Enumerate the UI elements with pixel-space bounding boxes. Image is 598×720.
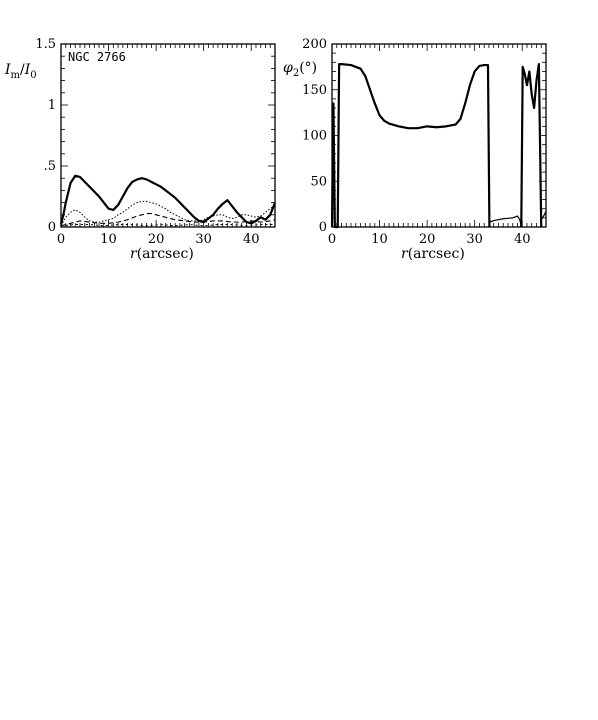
right-xtick-label: 20: [419, 232, 436, 247]
left-xtick-label: 10: [100, 232, 117, 247]
right-xtick-label: 0: [328, 232, 336, 247]
right-ytick-label: 200: [302, 37, 327, 52]
right-ytick-label: 150: [302, 83, 327, 98]
right-series-line-0: [330, 63, 491, 229]
left-plot-frame: [60, 43, 276, 228]
right-xtick-label: 40: [514, 232, 531, 247]
left-series: [59, 174, 277, 227]
right-ytick-label: 0: [319, 220, 327, 235]
right-ytick-label: 50: [310, 174, 327, 189]
left-series-line-1: [60, 200, 276, 227]
left-xtick-label: 30: [195, 232, 212, 247]
left-xtick-label: 20: [148, 232, 165, 247]
left-panel-amplitude: 0 10 20 30 40 0 .5 1 1.5 NGC 2766 Im/I0 r(arcsec…: [4, 37, 277, 262]
left-xtick-label: 40: [243, 232, 260, 247]
figure: 0 10 20 30 40 0 .5 1 1.5 NGC 2766 Im/I0 r(arcsec…: [4, 37, 547, 262]
right-ylabel: φ2(°): [283, 60, 317, 79]
left-ticks: [60, 43, 276, 228]
left-xlabel: r(arcsec): [130, 246, 194, 262]
left-ylabel: Im/I0: [4, 62, 37, 81]
right-xtick-label: 10: [371, 232, 388, 247]
right-ytick-label: 100: [302, 129, 327, 144]
left-annotation: NGC 2766: [68, 50, 126, 64]
right-plot-frame: [331, 43, 547, 228]
right-series-line-2: [520, 63, 543, 228]
right-xtick-label: 30: [466, 232, 483, 247]
right-series: [330, 63, 547, 229]
right-xlabel: r(arcsec): [401, 246, 465, 262]
left-series-line-0: [59, 174, 277, 225]
right-panel-phase: 0 10 20 30 40 0 50 100 150 200 φ2(°) r(arcsec): [283, 37, 547, 262]
right-ticks: [331, 43, 547, 228]
left-tick-labels: 0 10 20 30 40 0 .5 1 1.5: [35, 37, 259, 247]
left-ytick-label: 1.5: [35, 37, 56, 52]
left-ytick-label: .5: [44, 159, 56, 174]
left-ytick-label: 0: [48, 220, 56, 235]
right-series-line-1: [489, 215, 522, 228]
right-tick-labels: 0 10 20 30 40 0 50 100 150 200: [302, 37, 530, 247]
left-xtick-label: 0: [57, 232, 65, 247]
left-series-line-3: [60, 224, 275, 227]
left-series-line-2: [60, 213, 276, 227]
right-series-line-3: [540, 211, 547, 221]
left-ytick-label: 1: [48, 98, 56, 113]
